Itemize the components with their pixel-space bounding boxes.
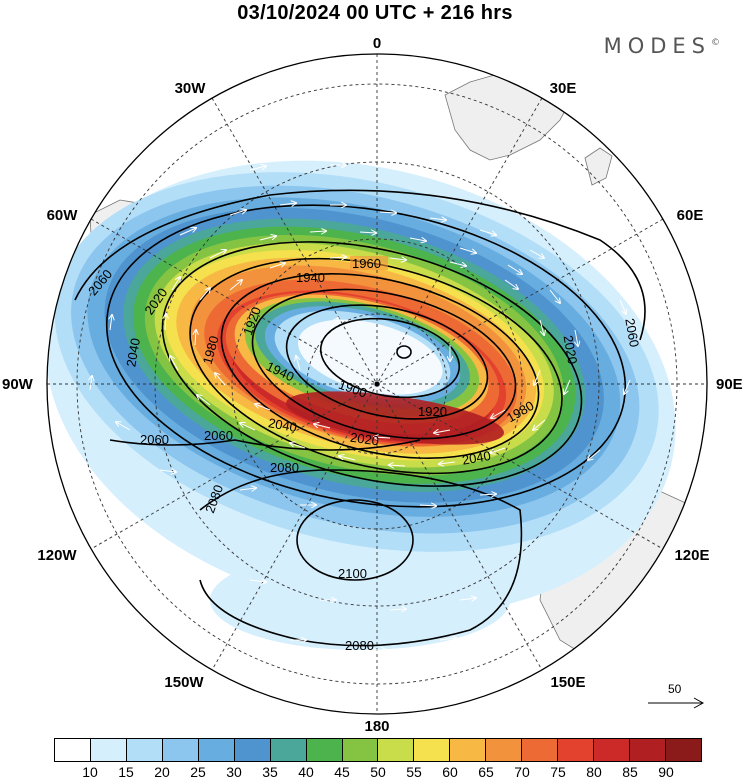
polar-stereographic-map: 1960 1940 1920 1980 2020 2040 2060 1940 … [2,35,743,735]
colorbar-tick-label: 20 [154,764,170,780]
colorbar-swatch [558,739,595,761]
colorbar-tick-label: 40 [298,764,314,780]
pacific-light-blue [210,550,510,650]
colorbar-tick-label: 60 [442,764,458,780]
lon-label-180: 180 [364,718,389,735]
lon-label-90w: 90W [2,376,34,393]
graticule [47,54,707,714]
colorbar-swatch [198,739,235,761]
colorbar-swatch [162,739,199,761]
colorbar-swatch [486,739,523,761]
colorbar [54,738,702,762]
map-boundary [46,53,708,715]
height-contours [74,189,646,647]
wind-vectors [90,165,631,650]
colorbar-tick-label: 90 [658,764,674,780]
colorbar-tick-label: 15 [118,764,134,780]
contour-label-1940-north: 1940 [296,270,325,285]
colorbar-swatch [270,739,307,761]
contour-label-2080-pacific: 2080 [345,638,374,653]
colorbar-swatch [234,739,271,761]
colorbar-tick-label: 65 [478,764,494,780]
contour-label-2040-south: 2040 [267,415,298,435]
lon-label-120e: 120E [674,547,709,564]
colorbar-tick-label: 55 [406,764,422,780]
contour-label-1960: 1960 [352,256,381,271]
lon-label-120w: 120W [37,547,77,564]
colorbar-swatch [90,739,127,761]
colorbar-tick-label: 10 [82,764,98,780]
brand-logo: MODES© [604,34,720,58]
contour-label-2100: 2100 [338,566,367,581]
reference-vector-arrow [648,697,705,709]
contour-label-2080-south: 2080 [270,460,299,475]
colorbar-swatch [306,739,343,761]
colorbar-swatch [522,739,559,761]
contour-label-2040-west: 2040 [123,337,143,368]
map-title: 03/10/2024 00 UTC + 216 hrs [237,2,513,24]
contour-label-2020-east: 2020 [561,334,581,365]
copyright-icon: © [711,38,720,48]
colorbar-tick-label: 25 [190,764,206,780]
lon-label-60w: 60W [47,207,79,224]
madagascar-land [584,147,613,186]
colorbar-swatch [55,739,91,761]
lon-label-150w: 150W [164,674,204,691]
contour-label-2060-east: 2060 [622,317,642,348]
colorbar-swatch [594,739,630,761]
lon-label-60e: 60E [677,207,704,224]
colorbar-labels: 10 15 20 25 30 35 40 45 50 55 60 65 70 75 80 85 90 [0,764,750,782]
contour-label-2020-south: 2020 [349,430,380,449]
lon-label-30e: 30E [550,80,577,97]
lon-label-0: 0 [373,35,381,52]
lon-label-90e: 90E [716,376,743,393]
colorbar-tick-label: 80 [586,764,602,780]
lon-label-150e: 150E [550,674,585,691]
lon-label-30w: 30W [175,80,207,97]
longitude-labels: 0 180 90W 90E 30W 30E 60W 60E 120W 120E … [2,35,743,735]
reference-vector-label: 50 [668,682,682,696]
colorbar-tick-label: 45 [334,764,350,780]
colorbar-swatch [665,739,701,761]
colorbar-tick-label: 75 [550,764,566,780]
colorbar-tick-label: 35 [262,764,278,780]
map-disk: 1960 1940 1920 1980 2020 2040 2060 1940 … [47,54,707,714]
colorbar-swatch [630,739,666,761]
colorbar-swatch [414,739,451,761]
contour-label-2060-southwest-b: 2060 [204,428,233,443]
colorbar-tick-label: 50 [370,764,386,780]
pole-marker [374,381,380,387]
contour-label-1920-south: 1920 [418,404,447,419]
colorbar-swatch [378,739,415,761]
colorbar-swatch [126,739,163,761]
colorbar-tick-label: 70 [514,764,530,780]
colorbar-tick-label: 30 [226,764,242,780]
colorbar-swatch [450,739,487,761]
colorbar-swatch [342,739,379,761]
contour-label-2040-southeast: 2040 [461,448,492,468]
brand-text: MODES [603,34,711,58]
colorbar-tick-label: 85 [622,764,638,780]
contour-label-2060-southwest-a: 2060 [140,432,169,447]
contour-label-1980-west: 1980 [200,334,222,366]
